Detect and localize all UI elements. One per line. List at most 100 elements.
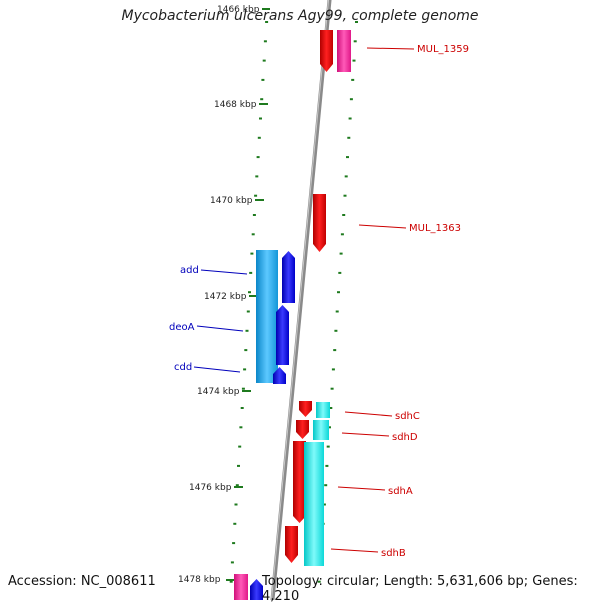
tick-dot [335, 310, 339, 313]
leader-sdhA [337, 486, 386, 491]
tick-dot [243, 368, 247, 371]
tick-dot [353, 40, 357, 43]
leader-cdd [193, 366, 241, 373]
tick-dot [255, 175, 259, 178]
label-sdhD[interactable]: sdhD [392, 432, 418, 443]
tick-dot [352, 59, 356, 62]
tick-dot [348, 117, 352, 120]
label-sdhB[interactable]: sdhB [381, 548, 406, 559]
tick-dot [229, 580, 233, 583]
tick-dot [251, 233, 255, 236]
tick-dot [238, 445, 242, 448]
tick-dot [325, 464, 329, 467]
tick-label-1476: 1476 kbp [189, 483, 232, 493]
gene-cyan-block-3[interactable] [304, 442, 324, 566]
tick-dot [334, 329, 338, 332]
tick-dot [330, 387, 334, 390]
gene-sdhB[interactable] [285, 526, 298, 563]
label-deoA[interactable]: deoA [169, 322, 195, 333]
leader-add [200, 269, 248, 275]
gene-sdhC[interactable] [299, 401, 312, 417]
tick-dot [326, 445, 330, 448]
label-sdhC[interactable]: sdhC [395, 411, 420, 422]
leader-mul-1359 [366, 47, 415, 50]
tick-dot [249, 271, 253, 274]
tick-label-1474: 1474 kbp [197, 387, 240, 397]
gene-cdd[interactable] [273, 367, 286, 384]
tick-dot [256, 156, 260, 159]
tick-dot [233, 522, 237, 525]
tick-dot [346, 156, 349, 159]
gene-mul-1359[interactable] [337, 30, 351, 72]
tick-dot [333, 349, 337, 352]
tick-dot [331, 368, 335, 371]
leader-deoA [196, 325, 244, 332]
gene-sdhA[interactable] [293, 441, 306, 523]
tick-dot [342, 214, 346, 216]
label-sdhA[interactable]: sdhA [388, 486, 413, 497]
genome-backbone-highlight [270, 0, 330, 600]
label-cdd[interactable]: cdd [174, 362, 192, 373]
tick-label-1466: 1466 kbp [217, 5, 260, 15]
tick-dot [257, 136, 261, 139]
tick-dot [344, 175, 348, 178]
gene-mul-1359-red[interactable] [320, 30, 333, 72]
tick-dot [250, 252, 254, 255]
leader-sdhB [330, 548, 379, 553]
tick-dot [265, 21, 269, 23]
tick-dot [347, 136, 351, 139]
tick-dot [248, 291, 251, 294]
gene-bottom-pink[interactable] [234, 574, 248, 600]
tick-dot [259, 117, 262, 120]
tick-dot [240, 407, 244, 409]
tick-dot [245, 329, 249, 332]
tick-dot [343, 194, 347, 197]
gene-mul-1363[interactable] [313, 194, 326, 252]
genome-title: Mycobacterium ulcerans Agy99, complete g… [121, 8, 479, 24]
kbp-ticks: 1466 kbp 1468 kbp 1470 kbp 1472 kbp 1474… [178, 5, 270, 585]
tick-label-1478: 1478 kbp [178, 575, 221, 585]
tick-dot [244, 349, 248, 352]
gene-bottom-blue[interactable] [250, 579, 263, 600]
gene-light-blue-block[interactable] [256, 250, 278, 383]
gene-cyan-block-1[interactable] [316, 402, 330, 418]
tick-dot [237, 464, 240, 467]
gene-add[interactable] [282, 251, 295, 303]
gene-sdhD[interactable] [296, 420, 309, 439]
tick-dot [351, 78, 355, 81]
tick-label-1472: 1472 kbp [204, 292, 247, 302]
tick-dot [241, 387, 245, 390]
genome-backbone [270, 0, 332, 600]
tick-dot [339, 252, 343, 255]
tick-dot [337, 291, 340, 294]
tick-dot [234, 503, 238, 506]
tick-dot [232, 542, 236, 545]
tick-dot [340, 233, 344, 236]
tick-dot [263, 40, 267, 43]
tick-dot [261, 78, 265, 81]
gene-cyan-block-2[interactable] [313, 420, 329, 440]
tick-dot [324, 484, 328, 487]
label-mul-1359[interactable]: MUL_1359 [417, 44, 469, 55]
tick-dots-right [317, 21, 358, 583]
tick-dot [338, 271, 342, 274]
label-mul-1363[interactable]: MUL_1363 [409, 223, 461, 234]
leader-mul-1363 [358, 224, 407, 229]
tick-dot [239, 426, 243, 429]
tick-dot [254, 194, 258, 197]
tick-label-1470: 1470 kbp [210, 196, 253, 206]
tick-dot [260, 98, 264, 101]
tick-dot [322, 503, 326, 506]
tick-dot [262, 59, 266, 62]
tick-dot [329, 407, 333, 409]
label-add[interactable]: add [180, 265, 199, 276]
leader-sdhC [344, 411, 393, 417]
tick-dot [355, 21, 358, 23]
leader-sdhD [341, 432, 390, 437]
tick-dots-left [229, 21, 269, 583]
tick-dot [235, 484, 239, 487]
gene-deoA[interactable] [276, 305, 289, 365]
tick-dot [349, 98, 353, 101]
accession-text: Accession: NC_008611 [8, 574, 156, 589]
